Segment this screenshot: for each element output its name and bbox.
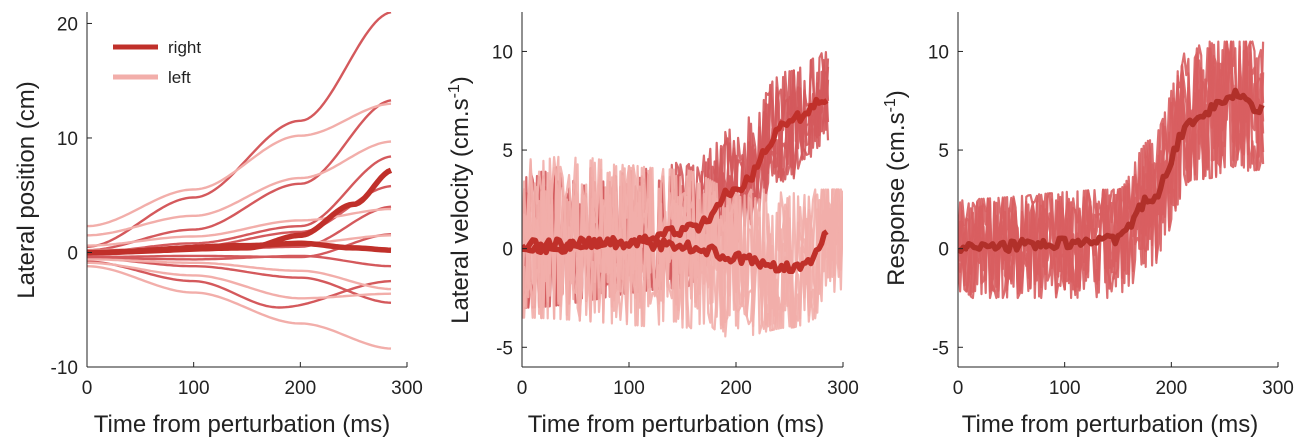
trace-line [522,156,843,329]
trace-line [522,164,843,329]
trial-line [87,102,392,228]
x-tick-label: 200 [284,378,316,399]
trial-line [87,265,392,350]
trial-line [87,261,392,300]
x-tick-label: 100 [613,378,645,399]
x-tick-label: 0 [82,378,93,399]
plot-area [87,12,393,350]
trace-line [522,164,843,337]
y-tick-label: 0 [502,240,513,261]
y-tick-label: -5 [932,338,949,359]
y-axis-label: Response (cm.s-1) [882,90,910,286]
plot-area [958,40,1265,300]
x-tick-label: 200 [1155,378,1187,399]
x-tick-label: 100 [178,378,210,399]
y-tick-label: 5 [502,141,513,162]
x-tick-label: 0 [953,378,964,399]
y-tick-label: 10 [492,42,513,63]
x-tick-label: 300 [1262,378,1294,399]
mean-line-left [522,229,829,275]
x-tick-label: 300 [827,378,859,399]
trial-line [87,258,392,291]
plot-area [522,51,843,338]
y-axis-label: Lateral velocity (cm.s-1) [446,76,474,324]
x-tick-label: 0 [517,378,528,399]
y-tick-label: 0 [938,240,949,261]
legend: right left [113,38,201,87]
x-axis-label: Time from perturbation (ms) [962,411,1259,438]
trial-line [87,140,392,237]
x-tick-label: 100 [1049,378,1081,399]
x-tick-label: 200 [720,378,752,399]
x-axis-label: Time from perturbation (ms) [528,411,825,438]
trial-line [87,207,392,247]
y-tick-label: 0 [67,243,78,264]
mean-line-response [958,87,1265,255]
trial-line [87,260,392,309]
legend-label-right: right [168,38,201,57]
x-tick-label: 300 [391,378,423,399]
x-axis-label: Time from perturbation (ms) [94,411,391,438]
legend-label-left: left [168,68,191,87]
y-tick-label: -10 [51,358,78,379]
mean-line-left [87,240,392,256]
y-tick-label: 5 [938,141,949,162]
y-tick-label: -5 [496,338,513,359]
y-axis-label: Lateral position (cm) [13,81,40,298]
trial-line [87,254,392,268]
y-tick-label: 10 [57,129,78,150]
y-tick-label: 20 [57,14,78,35]
y-tick-label: 10 [928,42,949,63]
